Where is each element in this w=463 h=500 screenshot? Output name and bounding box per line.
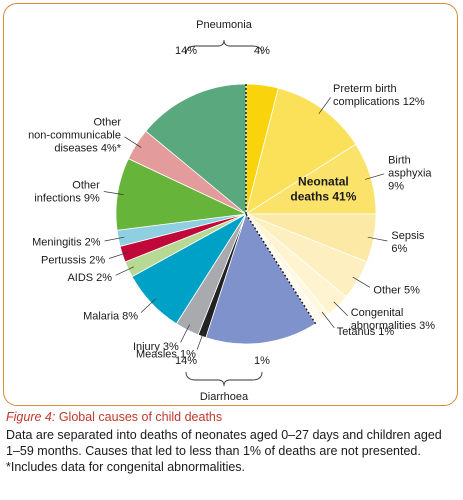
figure-caption-title: Figure 4: Global causes of child deaths [6, 410, 458, 426]
slice-label: Measles 1% [136, 348, 196, 360]
caption-line-3: *Includes data for congenital abnormalit… [6, 460, 246, 474]
figure-title: Global causes of child deaths [58, 410, 223, 424]
slice-label: infections 9% [34, 192, 100, 204]
pie-slice [205, 213, 317, 345]
bracket-title: Diarrhoea [200, 391, 249, 403]
leader-line [103, 191, 124, 195]
bracket-right-value: 4% [254, 45, 270, 57]
slice-label: Sepsis [391, 230, 425, 242]
slice-label: Tetanus 1% [337, 326, 395, 338]
bracket-shape [185, 371, 263, 387]
slice-label: 9% [388, 181, 404, 193]
slice-label: Preterm birth [333, 83, 397, 95]
leader-line [321, 311, 335, 329]
slice-label: Other [72, 179, 100, 191]
bracket-shape [185, 39, 263, 55]
leader-line [333, 301, 349, 317]
leader-line [104, 236, 125, 242]
leader-line [365, 173, 385, 180]
slice-label: diseases 4%* [54, 143, 121, 155]
slice-label: Birth [388, 155, 411, 167]
bracket-annotations: Pneumonia 14% 4% Diarrhoea 14% 1% [175, 19, 270, 403]
bracket-title: Pneumonia [196, 19, 253, 31]
leader-line [140, 298, 156, 313]
leader-line [196, 330, 205, 350]
slice-label: abnormalities 3% [351, 320, 436, 332]
bracket-right-value: 1% [254, 355, 270, 367]
caption-line-1: Data are separated into deaths of neonat… [6, 428, 442, 442]
slice-label: complications 12% [333, 96, 425, 108]
leader-line [115, 266, 134, 276]
figure-number: Figure 4: [6, 410, 56, 424]
leader-lines [103, 97, 388, 350]
slice-label: Congenital [351, 307, 404, 319]
slice-label: asphyxia [388, 168, 432, 180]
slices-layer [115, 83, 377, 345]
leader-line [367, 236, 388, 242]
slice-label: Injury 3% [133, 341, 179, 353]
slice-label: Other [93, 117, 121, 129]
center-label: deaths 41% [290, 190, 356, 204]
slice-label: Meningitis 2% [32, 237, 101, 249]
leader-line [108, 251, 129, 259]
leader-line [124, 136, 142, 148]
group-divider-line [245, 213, 317, 325]
center-label: Neonatal [298, 175, 349, 189]
slice-label: non-communicable [28, 130, 121, 142]
caption-line-2: 1–59 months. Causes that led to less tha… [6, 444, 421, 458]
slice-label: Malaria 8% [83, 310, 138, 322]
slice-label: Pertussis 2% [41, 255, 105, 267]
leader-line [318, 97, 331, 114]
slice-label: AIDS 2% [67, 272, 112, 284]
slice-label: 6% [391, 243, 407, 255]
bracket-left-value: 14% [175, 355, 197, 367]
leader-line [180, 324, 191, 343]
figure-frame [3, 3, 458, 406]
pie-slice [145, 83, 247, 215]
slice-label: Other 5% [373, 284, 420, 296]
leader-line [352, 276, 371, 288]
bracket-left-value: 14% [175, 45, 197, 57]
